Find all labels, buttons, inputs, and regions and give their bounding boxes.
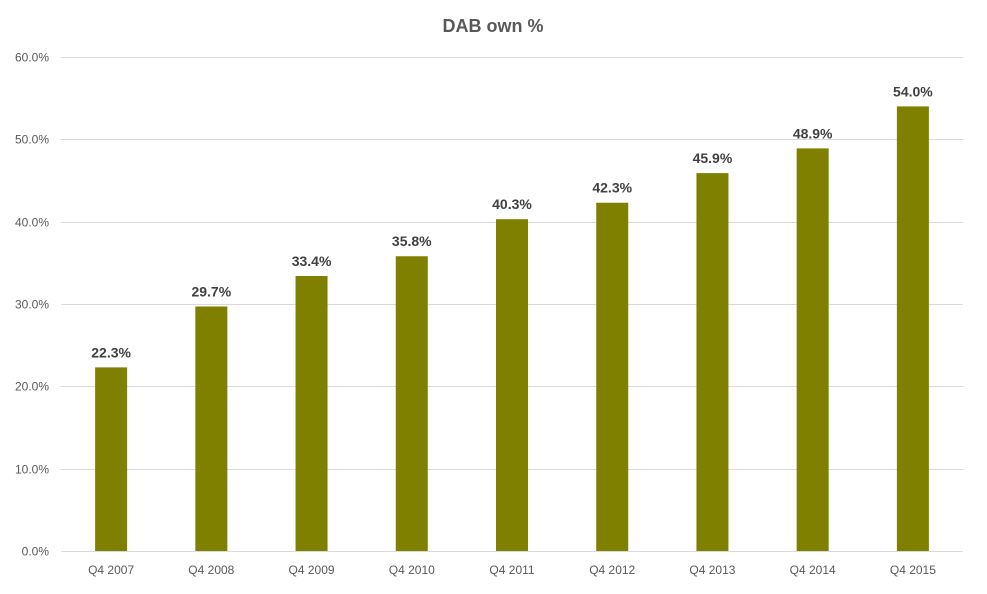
bar [195,306,228,551]
bar [796,148,829,551]
data-label: 40.3% [492,196,532,212]
x-tick-label: Q4 2012 [589,563,635,577]
bar [896,106,929,552]
data-label: 29.7% [191,283,231,299]
x-tick-label: Q4 2014 [790,563,836,577]
bars [95,106,929,552]
y-tick-label: 50.0% [15,133,49,147]
y-tick-label: 10.0% [15,463,49,477]
y-tick-label: 0.0% [22,545,50,559]
y-tick-label: 40.0% [15,216,49,230]
data-label: 54.0% [893,83,933,99]
data-label: 33.4% [292,253,332,269]
x-tick-label: Q4 2011 [489,563,534,577]
bar [596,202,629,552]
y-tick-label: 20.0% [15,380,49,394]
y-tick-label: 30.0% [15,298,49,312]
bar [696,173,729,551]
bar [95,367,128,551]
data-label: 45.9% [693,150,733,166]
x-tick-label: Q4 2015 [890,563,936,577]
x-tick-label: Q4 2010 [389,563,435,577]
x-axis-tick-labels: Q4 2007 Q4 2008 Q4 2009 Q4 2010 Q4 2011 Q4 20… [88,563,936,577]
data-label: 48.9% [793,125,833,141]
chart-title: DAB own % [443,16,544,36]
data-label: 42.3% [592,180,632,196]
y-tick-label: 60.0% [15,51,49,65]
data-label: 35.8% [392,233,432,249]
x-tick-label: Q4 2008 [188,563,234,577]
bar [295,276,328,551]
bar [496,219,528,552]
x-tick-label: Q4 2007 [88,563,134,577]
data-label: 22.3% [91,344,131,360]
bar [395,256,428,551]
x-tick-label: Q4 2013 [689,563,735,577]
y-axis-tick-labels: 0.0% 10.0% 20.0% 30.0% 40.0% 50.0% 60.0% [15,51,49,559]
x-tick-label: Q4 2009 [289,563,335,577]
data-labels: 22.3% 29.7% 33.4% 35.8% 40.3% 42.3% 45.9% 48.9%… [91,83,933,360]
